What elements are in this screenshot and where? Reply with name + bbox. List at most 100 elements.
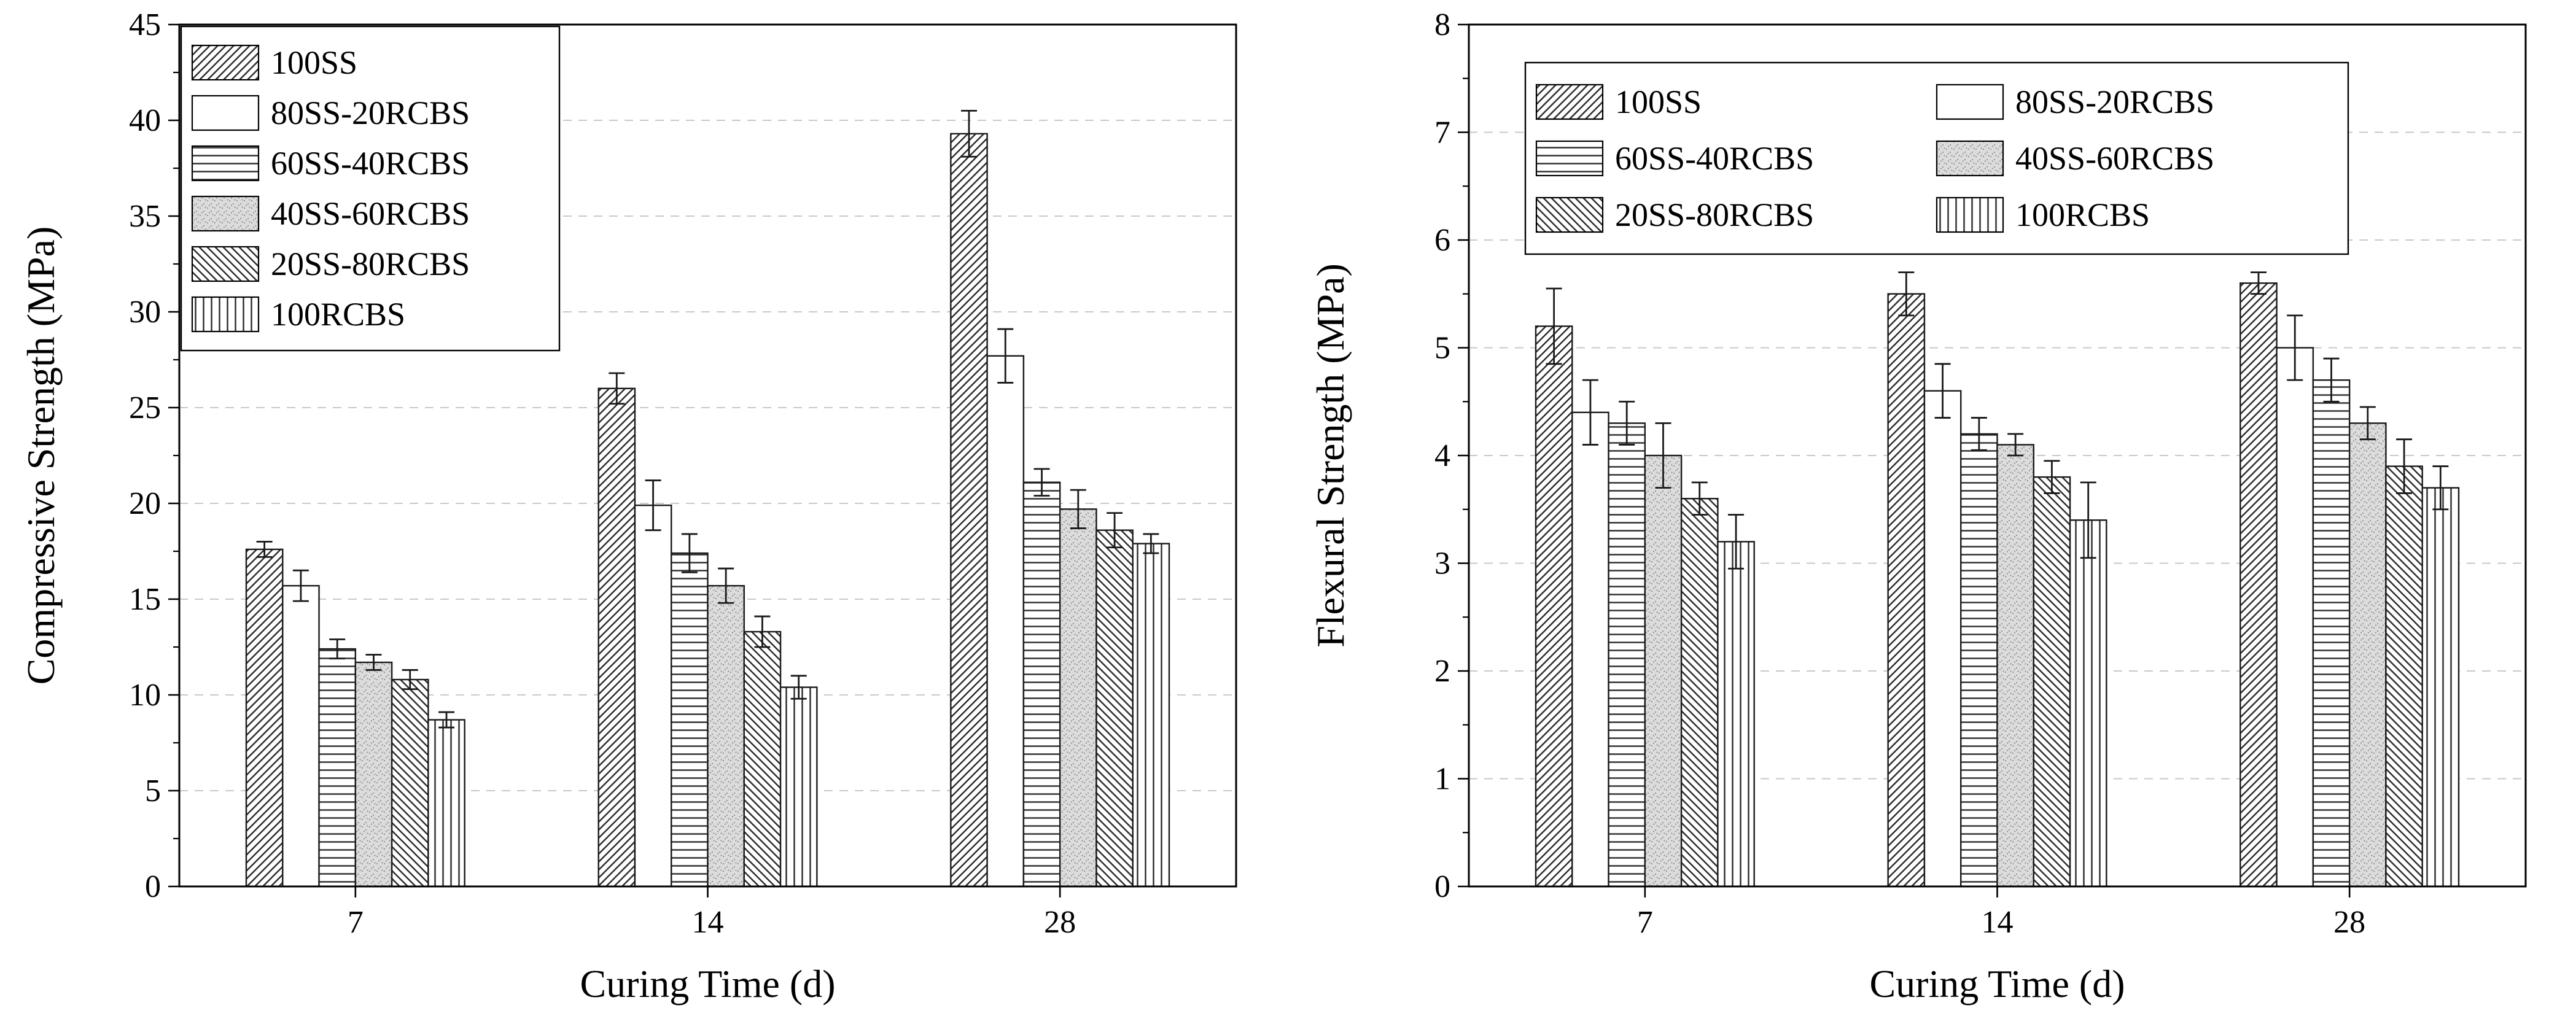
- bars: [245, 109, 1170, 888]
- legend-swatch: [191, 145, 260, 182]
- legend-label: 20SS-80RCBS: [1615, 196, 1814, 233]
- bar: [2276, 347, 2314, 888]
- error-bar: [1546, 287, 1562, 365]
- legend-item: 80SS-20RCBS: [1936, 83, 2214, 120]
- bar: [245, 548, 284, 888]
- y-tick-label: 40: [129, 103, 161, 138]
- legend-item: 20SS-80RCBS: [191, 246, 470, 282]
- legend-swatch: [1535, 196, 1604, 233]
- bar: [1132, 543, 1170, 888]
- legend-label: 40SS-60RCBS: [271, 195, 470, 232]
- x-tick-label: 14: [692, 905, 724, 940]
- bar: [1535, 325, 1573, 888]
- error-bar: [960, 109, 977, 158]
- error-bar: [2287, 314, 2303, 381]
- error-bar: [1728, 514, 1745, 570]
- legend-swatch: [191, 44, 260, 81]
- bar: [2385, 465, 2423, 888]
- error-bar: [1582, 379, 1598, 446]
- legend-swatch: [1535, 83, 1604, 120]
- legend-item: 100RCBS: [191, 296, 405, 333]
- error-bar: [1143, 533, 1159, 554]
- x-axis-title: Curing Time (d): [1869, 962, 2125, 1006]
- error-bar: [1070, 489, 1086, 529]
- legend-label: 100RCBS: [2015, 196, 2150, 233]
- bar: [1923, 390, 1962, 888]
- bar: [2421, 487, 2460, 888]
- legend-item: 100SS: [191, 44, 357, 81]
- error-bar: [790, 675, 807, 700]
- error-bar: [365, 654, 382, 671]
- bar: [743, 630, 782, 888]
- y-axis: 0 1 2 3 4 5 6 7 8: [1434, 7, 1469, 904]
- legend-label: 80SS-20RCBS: [2015, 83, 2214, 120]
- x-axis-title: Curing Time (d): [580, 962, 835, 1006]
- compressive-strength-chart: 0 5 10 15 20 25 30 35 40 45 7 14 28 Curing Time (d) Co…: [0, 0, 1286, 1035]
- legend-label: 40SS-60RCBS: [2015, 140, 2214, 177]
- bar: [427, 719, 465, 888]
- legend-item: 40SS-60RCBS: [191, 195, 470, 232]
- bar: [950, 133, 988, 888]
- error-bar: [2432, 465, 2449, 511]
- x-axis: 7 14 28: [348, 886, 1076, 940]
- error-bar: [1971, 417, 1987, 451]
- legend-swatch: [1936, 196, 2004, 233]
- legend: 100SS 80SS-20RCBS 60SS-40RCBS 40SS-60RCBS 20…: [1524, 61, 2349, 255]
- bar: [2348, 422, 2387, 888]
- x-tick-label: 14: [1982, 905, 2014, 940]
- error-bar: [1898, 271, 1915, 317]
- bar: [1644, 454, 1683, 888]
- legend-label: 100RCBS: [271, 296, 405, 333]
- bar: [1571, 411, 1609, 888]
- legend-swatch: [1936, 140, 2004, 177]
- legend-item: 100RCBS: [1936, 196, 2150, 233]
- error-bar: [681, 533, 698, 573]
- flexural-strength-chart-svg: 0 1 2 3 4 5 6 7 8 7 14 28 Curing Time (d) Flexural St…: [1290, 0, 2576, 1035]
- legend-item: 100SS: [1535, 83, 1702, 120]
- compressive-strength-chart-svg: 0 5 10 15 20 25 30 35 40 45 7 14 28 Curing Time (d) Co…: [0, 0, 1286, 1035]
- error-bar: [997, 328, 1014, 384]
- bar: [986, 355, 1025, 888]
- error-bar: [754, 615, 771, 648]
- legend-label: 100SS: [1615, 83, 1702, 120]
- bar: [1960, 433, 1998, 888]
- error-bar: [718, 567, 734, 604]
- bar: [671, 552, 709, 888]
- y-tick-label: 35: [129, 199, 161, 234]
- bar: [2033, 476, 2071, 888]
- legend-swatch: [191, 195, 260, 232]
- y-tick-label: 7: [1434, 115, 1450, 150]
- bar: [634, 504, 672, 888]
- y-tick-label: 5: [1434, 331, 1450, 366]
- bar: [391, 678, 429, 888]
- legend-item: 60SS-40RCBS: [191, 145, 470, 182]
- bar: [282, 584, 320, 888]
- y-tick-label: 25: [129, 390, 161, 425]
- legend-label: 60SS-40RCBS: [1615, 140, 1814, 177]
- error-bar: [1691, 481, 1708, 516]
- y-tick-label: 5: [145, 773, 161, 808]
- x-tick-label: 28: [2333, 905, 2365, 940]
- legend-swatch: [191, 296, 260, 333]
- y-tick-label: 4: [1434, 438, 1450, 473]
- legend-swatch: [1535, 140, 1604, 177]
- legend-item: 40SS-60RCBS: [1936, 140, 2214, 177]
- y-tick-label: 1: [1434, 762, 1450, 797]
- bar: [597, 387, 636, 888]
- y-tick-label: 8: [1434, 7, 1450, 42]
- legend-swatch: [191, 246, 260, 282]
- bar: [779, 686, 818, 888]
- x-tick-label: 7: [348, 905, 364, 940]
- legend: 100SS 80SS-20RCBS 60SS-40RCBS 40SS-60RCBS 20…: [180, 25, 561, 352]
- error-bar: [1934, 363, 1951, 419]
- legend-swatch: [1936, 83, 2004, 120]
- bar: [1717, 541, 1755, 888]
- error-bar: [2007, 433, 2024, 457]
- error-bar: [645, 479, 661, 532]
- x-tick-label: 28: [1044, 905, 1076, 940]
- y-axis-title: Compressive Strength (MPa): [19, 227, 63, 685]
- y-tick-label: 2: [1434, 654, 1450, 689]
- bar: [1680, 498, 1719, 888]
- y-axis-title: Flexural Strength (MPa): [1309, 263, 1352, 648]
- y-tick-label: 15: [129, 582, 161, 617]
